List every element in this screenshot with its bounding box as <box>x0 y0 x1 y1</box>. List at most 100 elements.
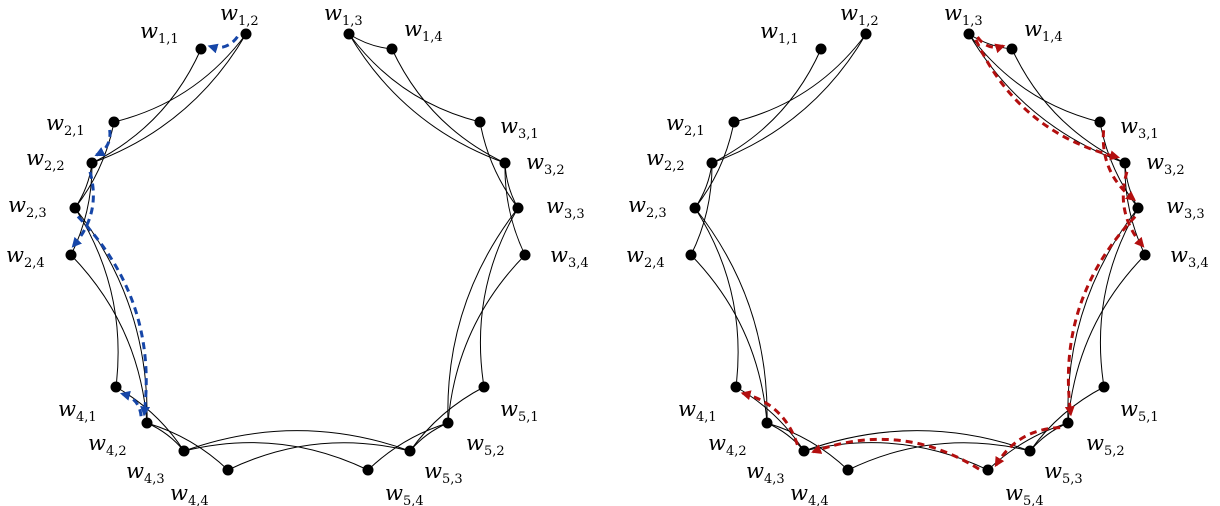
label-subscript: 3,1 <box>1138 127 1159 142</box>
node-w24 <box>65 249 77 261</box>
node-w13 <box>343 28 355 40</box>
label-w42: w4,2 <box>88 431 127 459</box>
node-w53 <box>1024 445 1036 457</box>
label-base: w <box>324 1 342 25</box>
label-w44: w4,4 <box>790 481 829 506</box>
edge-w33-w51 <box>479 207 519 388</box>
label-base: w <box>385 481 403 505</box>
node-w32 <box>1119 157 1131 169</box>
node-w31 <box>1094 116 1106 128</box>
label-subscript: 4,3 <box>764 472 785 487</box>
path-arc-w54-w43 <box>811 437 980 471</box>
label-subscript: 5,1 <box>518 410 539 425</box>
label-subscript: 5,3 <box>442 472 463 487</box>
node-w11 <box>815 43 827 55</box>
nodes: w1,1w1,2 w1,3 w1,4w2,1w2,2w2,3w2,4w3,1w3,2… <box>626 1 1209 506</box>
label-w54: w5,4 <box>385 481 424 506</box>
node-w14 <box>386 43 398 55</box>
label-base: w <box>746 459 764 483</box>
label-base: w <box>666 111 684 135</box>
edge-w23-w42 <box>74 207 148 424</box>
label-w51: w5,1 <box>500 397 539 425</box>
edge-w32-w33 <box>1124 162 1139 209</box>
label-base: w <box>140 19 158 43</box>
path-arc-w43-w41 <box>740 390 799 446</box>
label-w32: w3,2 <box>1146 150 1185 178</box>
node-w51 <box>478 381 490 393</box>
label-w51: w5,1 <box>1120 397 1159 425</box>
label-subscript: 3,1 <box>518 127 539 142</box>
node-w12 <box>240 28 252 40</box>
edge-w32-w33 <box>504 162 519 209</box>
label-w33: w3,3 <box>546 194 585 222</box>
label-w13: w1,3 <box>324 1 363 29</box>
edge-w24-w42 <box>690 254 768 424</box>
label-base: w <box>760 19 778 43</box>
label-w22: w2,2 <box>646 146 685 174</box>
label-base: w <box>628 193 646 217</box>
node-w13 <box>963 28 975 40</box>
node-w43 <box>178 445 190 457</box>
label-base: w <box>1120 114 1138 138</box>
label-subscript: 1,1 <box>778 32 799 47</box>
label-subscript: 1,4 <box>1042 30 1063 45</box>
label-base: w <box>220 1 238 25</box>
path-arc-w22-w24 <box>71 171 95 248</box>
edge-w13-w31 <box>968 33 1101 123</box>
label-w53: w5,3 <box>1044 459 1083 487</box>
label-base: w <box>500 397 518 421</box>
node-w33 <box>1132 202 1144 214</box>
node-w11 <box>195 43 207 55</box>
label-base: w <box>1146 150 1164 174</box>
label-subscript: 2,1 <box>684 124 705 139</box>
label-w12: w1,2 <box>840 1 879 29</box>
label-base: w <box>6 243 24 267</box>
edge-w31-w33 <box>479 121 519 209</box>
label-w21: w2,1 <box>666 111 705 139</box>
path-arc-w31-w33 <box>1101 130 1136 202</box>
edges <box>70 33 526 471</box>
edge-w14-w32 <box>391 48 506 164</box>
node-w34 <box>1139 249 1151 261</box>
label-base: w <box>840 1 858 25</box>
edge-w32-w34 <box>504 162 526 256</box>
label-subscript: 4,2 <box>106 444 127 459</box>
label-base: w <box>678 397 696 421</box>
label-subscript: 2,3 <box>646 206 667 221</box>
label-base: w <box>646 146 664 170</box>
edge-w23-w42 <box>694 207 768 424</box>
node-w33 <box>512 202 524 214</box>
edge-w34-w52 <box>447 254 526 424</box>
label-subscript: 1,3 <box>962 14 983 29</box>
label-subscript: 3,3 <box>564 207 585 222</box>
label-subscript: 3,3 <box>1184 207 1205 222</box>
edge-w33-w51 <box>1099 207 1139 388</box>
label-w34: w3,4 <box>550 243 589 271</box>
label-w43: w4,3 <box>746 459 785 487</box>
label-base: w <box>466 431 484 455</box>
label-subscript: 5,1 <box>1138 410 1159 425</box>
label-base: w <box>88 431 106 455</box>
label-subscript: 4,1 <box>76 410 97 425</box>
label-base: w <box>404 17 422 41</box>
edge-w44-w53 <box>847 442 1031 471</box>
label-base: w <box>58 397 76 421</box>
node-w54 <box>362 464 374 476</box>
edge-w42-w44 <box>766 422 849 471</box>
node-w54 <box>982 464 994 476</box>
label-subscript: 5,4 <box>403 494 424 506</box>
label-subscript: 1,2 <box>238 14 259 29</box>
label-base: w <box>626 243 644 267</box>
label-w32: w3,2 <box>526 150 565 178</box>
label-w53: w5,3 <box>424 459 463 487</box>
left-graph: w1,1w1,2 w1,3 w1,4w2,1w2,2w2,3w2,4w3,1w3,2… <box>6 1 589 506</box>
label-base: w <box>500 114 518 138</box>
edge-w12-w21 <box>113 33 247 123</box>
label-subscript: 5,2 <box>484 444 505 459</box>
node-w32 <box>499 157 511 169</box>
label-w33: w3,3 <box>1166 194 1205 222</box>
label-subscript: 3,4 <box>1188 256 1209 271</box>
node-w22 <box>86 157 98 169</box>
edge-w12-w21 <box>733 33 867 123</box>
label-w41: w4,1 <box>58 397 97 425</box>
